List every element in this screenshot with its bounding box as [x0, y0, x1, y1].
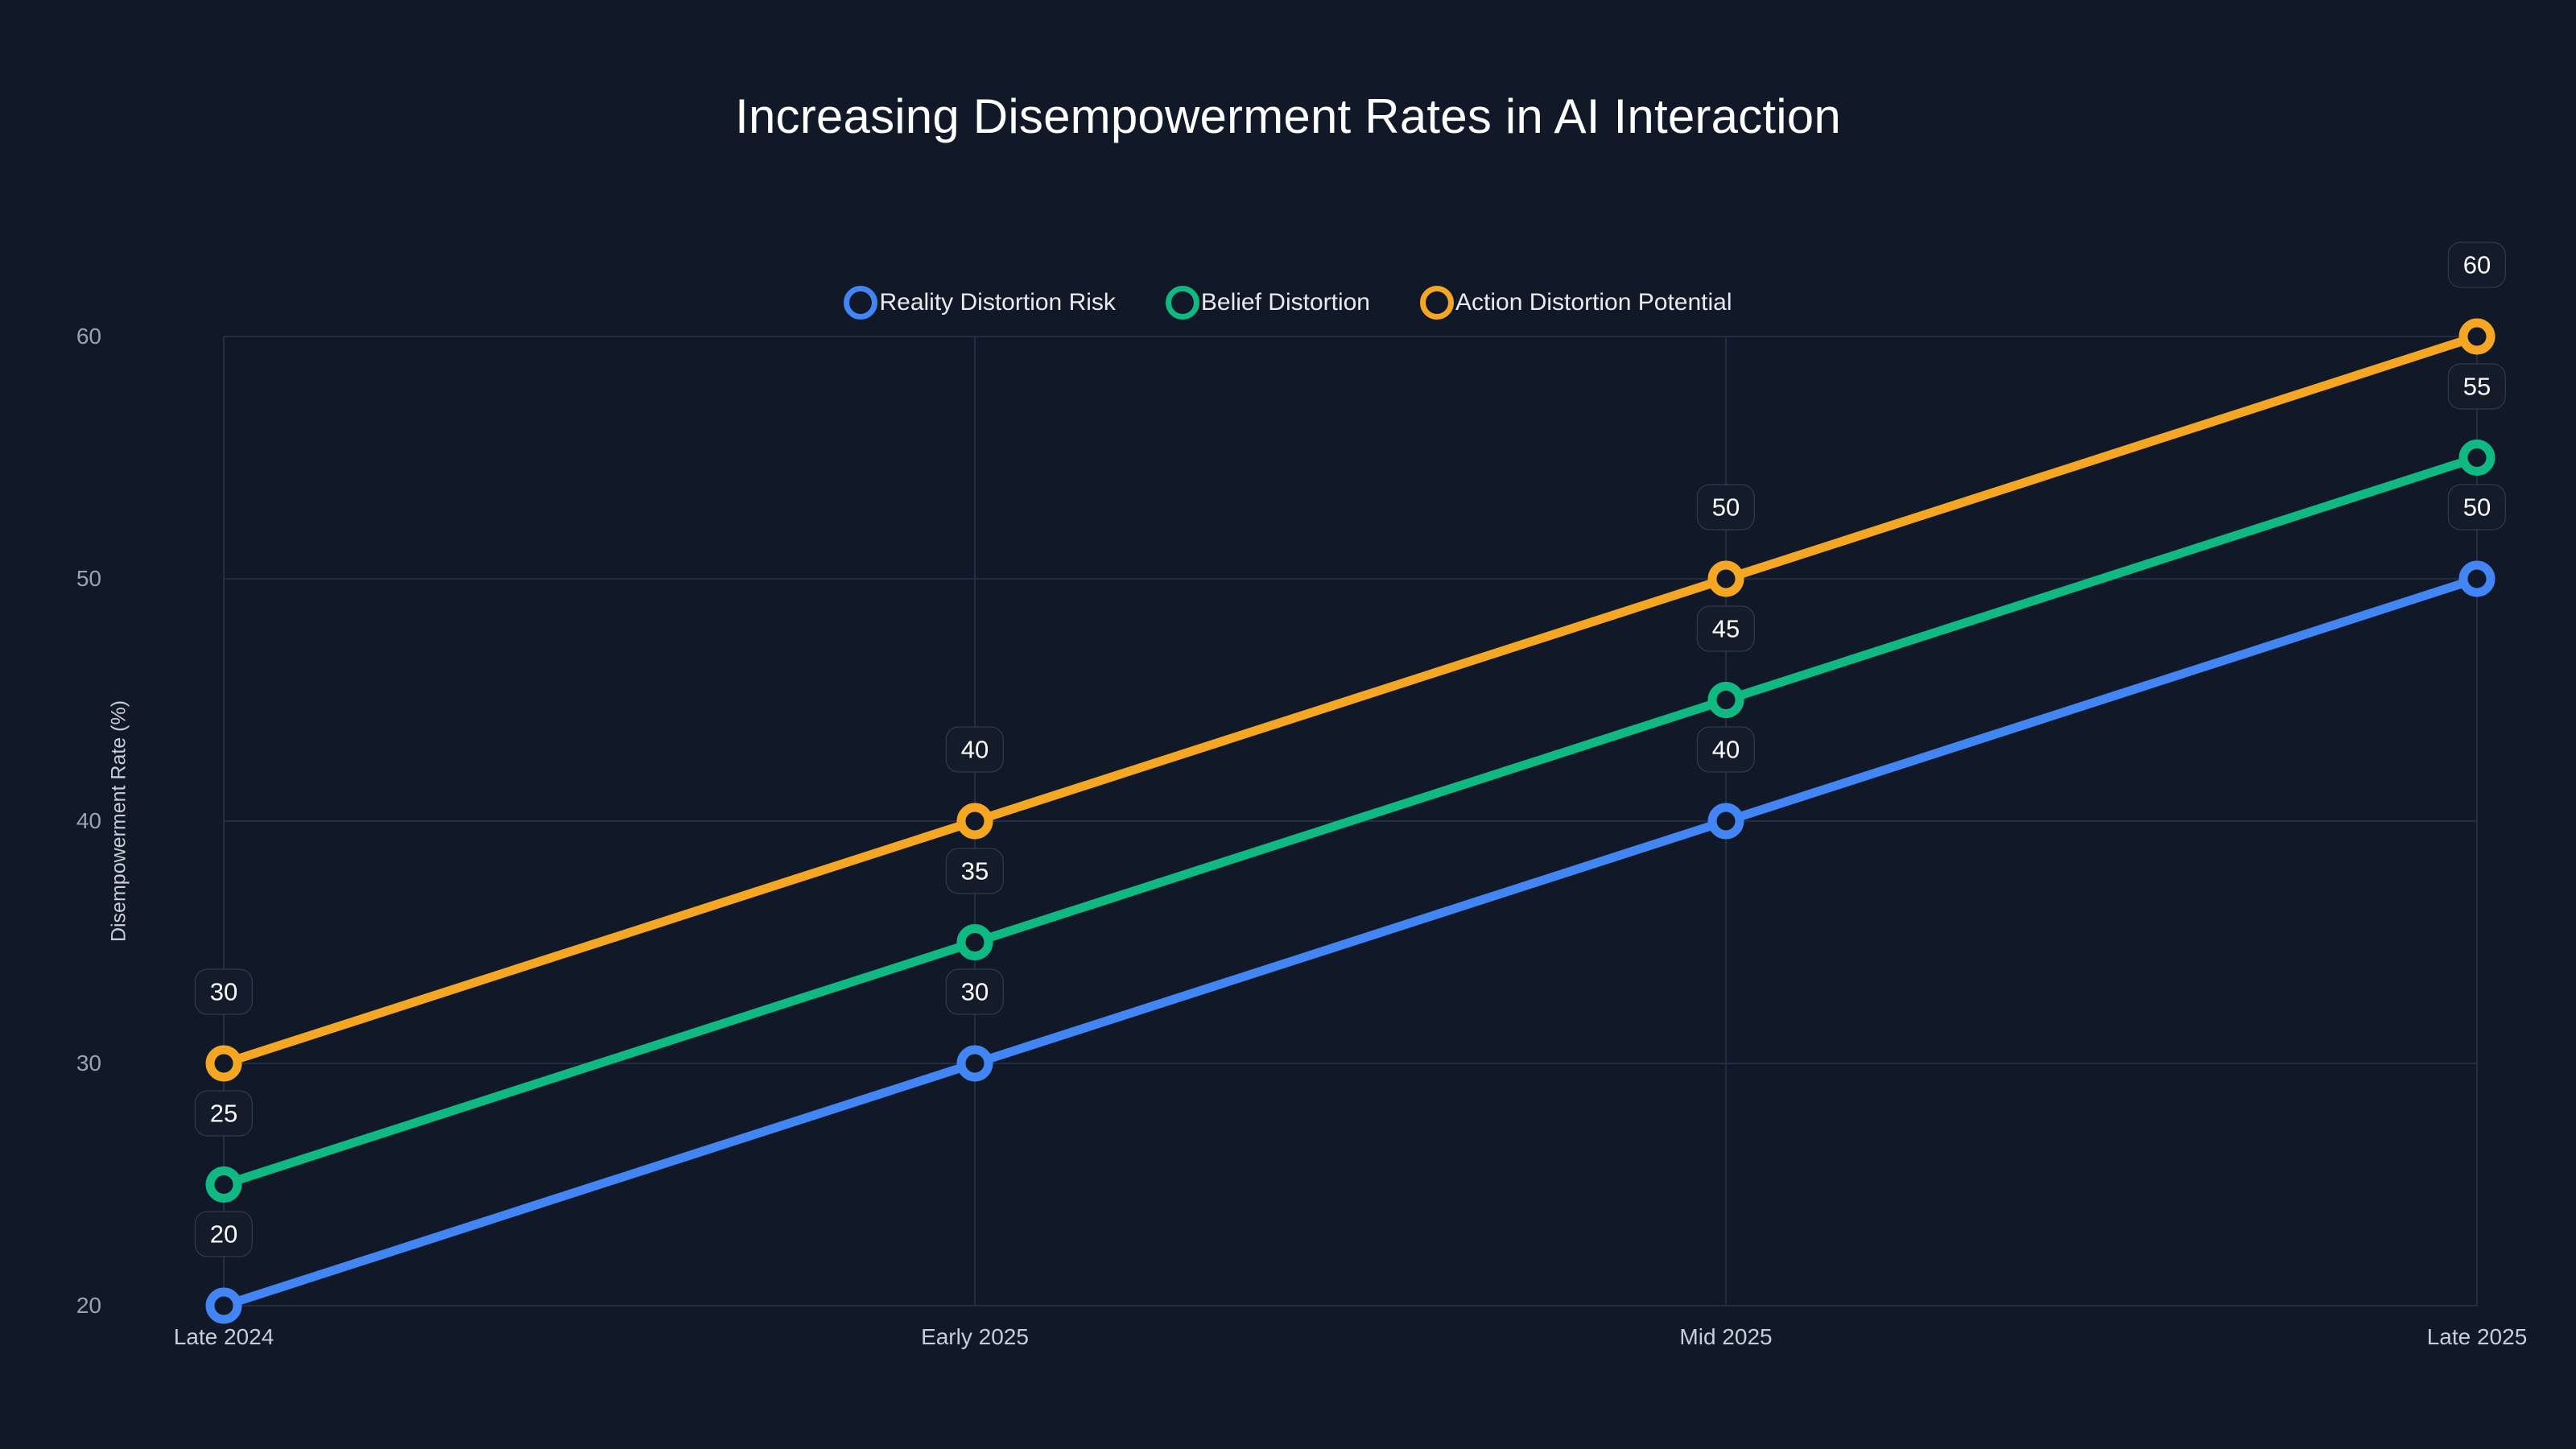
data-point-label: 35	[945, 848, 1005, 894]
data-point-label: 50	[2447, 484, 2507, 530]
data-point-marker[interactable]	[1707, 682, 1744, 718]
legend-item[interactable]: Belief Distortion	[1165, 286, 1370, 320]
y-axis-tick-label: 20	[76, 1293, 101, 1318]
x-axis-tick-label: Mid 2025	[1679, 1324, 1773, 1349]
data-point-marker[interactable]	[1707, 560, 1744, 597]
data-point-marker[interactable]	[205, 1287, 242, 1324]
y-axis-tick-label: 60	[76, 324, 101, 349]
x-axis-tick-label: Late 2024	[173, 1324, 275, 1349]
data-point-marker[interactable]	[205, 1166, 242, 1203]
data-point-label: 55	[2447, 363, 2507, 409]
data-point-marker[interactable]	[1707, 803, 1744, 840]
data-point-marker[interactable]	[956, 1045, 993, 1082]
data-point-marker[interactable]	[2458, 318, 2496, 355]
series-line[interactable]	[219, 453, 2482, 1189]
data-point-label: 20	[194, 1211, 254, 1257]
chart-legend: Reality Distortion Risk Belief Distortion…	[0, 286, 2576, 320]
x-axis-tick-label: Early 2025	[921, 1324, 1029, 1349]
data-point-label: 50	[1696, 484, 1756, 530]
data-point-marker[interactable]	[956, 924, 993, 960]
data-point-label: 30	[945, 968, 1005, 1015]
legend-item-label: Belief Distortion	[1200, 289, 1370, 316]
x-axis-tick-label: Late 2025	[2426, 1324, 2528, 1349]
data-point-label: 60	[2447, 242, 2507, 288]
data-point-marker[interactable]	[2458, 440, 2496, 476]
open-circle-icon	[1420, 286, 1454, 320]
data-point-label: 45	[1696, 605, 1756, 651]
y-axis-tick-label: 50	[76, 566, 101, 591]
series-line[interactable]	[219, 574, 2482, 1311]
y-axis-tick-label: 40	[76, 808, 101, 833]
chart-title: Increasing Disempowerment Rates in AI In…	[735, 89, 1841, 143]
data-point-label: 30	[194, 968, 254, 1015]
legend-item[interactable]: Action Distortion Potential	[1420, 286, 1732, 320]
y-axis-tick-label: 30	[76, 1051, 101, 1075]
series-line[interactable]	[219, 332, 2482, 1068]
data-point-label: 25	[194, 1090, 254, 1136]
data-point-marker[interactable]	[956, 803, 993, 840]
legend-item-label: Action Distortion Potential	[1455, 289, 1732, 316]
legend-item[interactable]: Reality Distortion Risk	[844, 286, 1116, 320]
data-point-label: 40	[945, 726, 1005, 773]
open-circle-icon	[844, 286, 878, 320]
legend-item-label: Reality Distortion Risk	[879, 289, 1116, 316]
data-point-marker[interactable]	[2458, 560, 2496, 597]
data-point-label: 40	[1696, 726, 1756, 773]
data-point-marker[interactable]	[205, 1045, 242, 1082]
open-circle-icon	[1165, 286, 1199, 320]
